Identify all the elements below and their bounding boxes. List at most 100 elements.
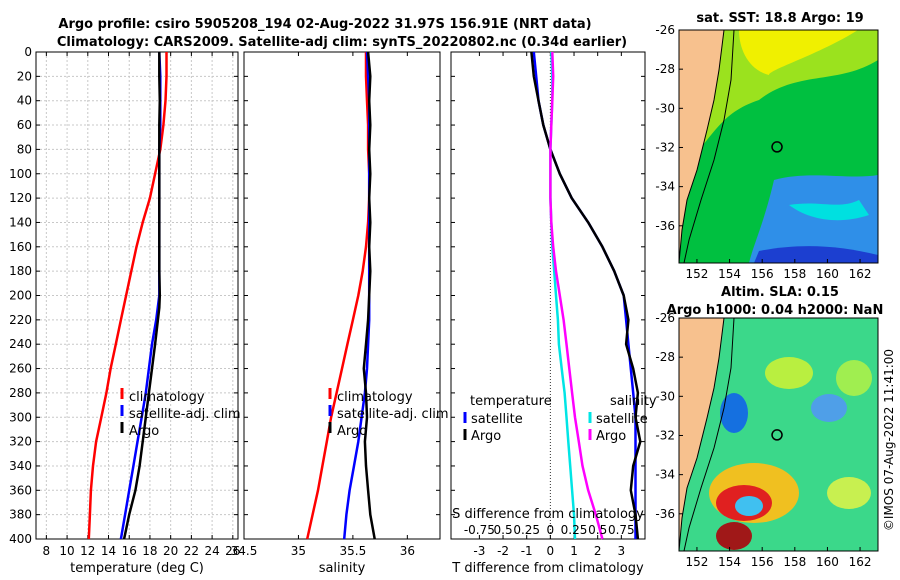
sst-cool-patch [749,175,878,263]
lat-tick-label-4: -34 [655,180,675,194]
lon-tick-label-3: 158 [783,555,806,569]
legend-title-salinity: salinity [610,394,657,409]
lon-tick-label-4: 160 [816,267,839,281]
xtick-label-4: 16 [122,544,137,558]
ytick-label-10: 200 [9,289,32,303]
lon-tick-label-3: 158 [783,267,806,281]
ytick-label-7: 140 [9,215,32,229]
sla-low-1 [720,393,748,433]
ytick-label-6: 120 [9,191,32,205]
series-line-climatology [305,52,371,540]
sla-high-3 [827,477,871,509]
map-content [679,30,878,263]
xtick-label-7: 22 [184,544,199,558]
ytick-label-2: 40 [17,94,32,108]
lon-tick-label-2: 156 [751,267,774,281]
map-frame [678,29,879,264]
axes-frame [450,51,646,540]
legend-s-label-1: Argo [596,429,626,444]
legend-t-label-1: Argo [471,429,501,444]
ytick-label-14: 280 [9,386,32,400]
xtick-label-1: 35 [291,544,306,558]
s-tick-label-5: 0.5 [588,523,607,537]
legend-label-1: satellite-adj. clim [129,407,241,422]
sst-map-title: sat. SST: 18.8 Argo: 19 [696,11,863,26]
sla-map: 152 154 156 158 160 162 -26 -28 -30 -32 -34 -36 [655,311,879,569]
lat-tick-label-2: -30 [655,389,675,403]
sst-map: 152 154 156 158 160 162 -26 -28 -30 -32 -34 -36 [655,23,879,281]
s-axis-label: S difference from climatology [452,507,644,522]
s-tick-label-6: 0.75 [608,523,635,537]
lat-tick-label-0: -26 [655,23,675,37]
sla-map-title-2: Argo h1000: 0.04 h2000: NaN [667,303,884,318]
series-line-t-argo [530,51,642,540]
series-line-t-satellite [532,51,637,539]
sla-high-1 [765,357,813,389]
xtick-label-0: -3 [473,544,485,558]
sst-cyan-patch [789,200,869,221]
xtick-label-6: 20 [163,544,178,558]
difference-panel: -3 -2 -1 0 1 2 3 T difference from climatology t… [450,51,657,576]
lon-tick-label-1: 154 [718,267,741,281]
ytick-label-4: 80 [17,142,32,156]
map-content [679,318,878,551]
salinity-panel: 34.5 35 35.5 36 salinity climatology satellite… [231,51,449,576]
ytick-label-20: 400 [9,532,32,546]
legend-label-0: climatology [129,390,205,405]
series-line-climatology [87,52,168,540]
ytick-label-18: 360 [9,483,32,497]
lon-tick-label-2: 156 [751,555,774,569]
series-line-s-argo [549,51,604,540]
lat-tick-label-1: -28 [655,62,675,76]
xtick-label-5: 2 [594,544,602,558]
xtick-label-4: 1 [570,544,578,558]
ytick-label-12: 240 [9,337,32,351]
sla-high-2 [836,360,872,396]
lon-tick-label-5: 162 [849,267,872,281]
xtick-label-3: 36 [400,544,415,558]
xtick-label-1: 10 [59,544,74,558]
ytick-label-1: 20 [17,69,32,83]
sla-red-blob [716,522,752,550]
ytick-label-3: 60 [17,118,32,132]
temperature-panel: 0 20 40 60 80 100 120 140 160 180 200 220 240 260 280 3… [9,45,241,576]
sla-map-title-1: Altim. SLA: 0.15 [721,285,839,300]
map-frame [678,317,879,552]
s-tick-label-3: 0 [547,523,555,537]
land-australia [679,30,725,263]
legend-label-2: Argo [129,424,159,439]
series-line-s-satellite [549,51,577,540]
lon-tick-label-0: 152 [685,555,708,569]
series-line-argo [362,51,376,540]
xtick-label-1: -2 [497,544,509,558]
s-tick-label-4: 0.25 [561,523,588,537]
xtick-label-0: 34.5 [231,544,258,558]
xtick-label-0: 8 [43,544,51,558]
xtick-label-2: 12 [80,544,95,558]
sst-warm-band [679,30,878,160]
xtick-label-3: 0 [547,544,555,558]
legend-label-1: satellite-adj. clim [337,407,449,422]
sst-cold-patch [754,246,878,263]
imos-credit: ©IMOS 07-Aug-2022 11:41:00 [882,349,896,531]
xtick-label-2: -1 [521,544,533,558]
ytick-label-9: 180 [9,264,32,278]
lat-tick-label-5: -36 [655,507,675,521]
ytick-label-17: 340 [9,459,32,473]
legend-label-2: Argo [337,424,367,439]
xtick-label-2: 35.5 [340,544,367,558]
land-australia [679,318,725,551]
sla-low-2 [811,394,847,422]
lon-tick-label-4: 160 [816,555,839,569]
xtick-label-6: 3 [618,544,626,558]
title-line-2: Climatology: CARS2009. Satellite-adj cli… [57,35,627,50]
ytick-label-0: 0 [24,45,32,59]
xtick-label-9: 26 [225,544,240,558]
series-line-argo [122,52,162,540]
lat-tick-label-5: -36 [655,219,675,233]
ytick-label-15: 300 [9,410,32,424]
lon-tick-label-0: 152 [685,267,708,281]
x-axis-label: temperature (deg C) [70,561,204,576]
s-tick-label-2: 0.25 [513,523,540,537]
